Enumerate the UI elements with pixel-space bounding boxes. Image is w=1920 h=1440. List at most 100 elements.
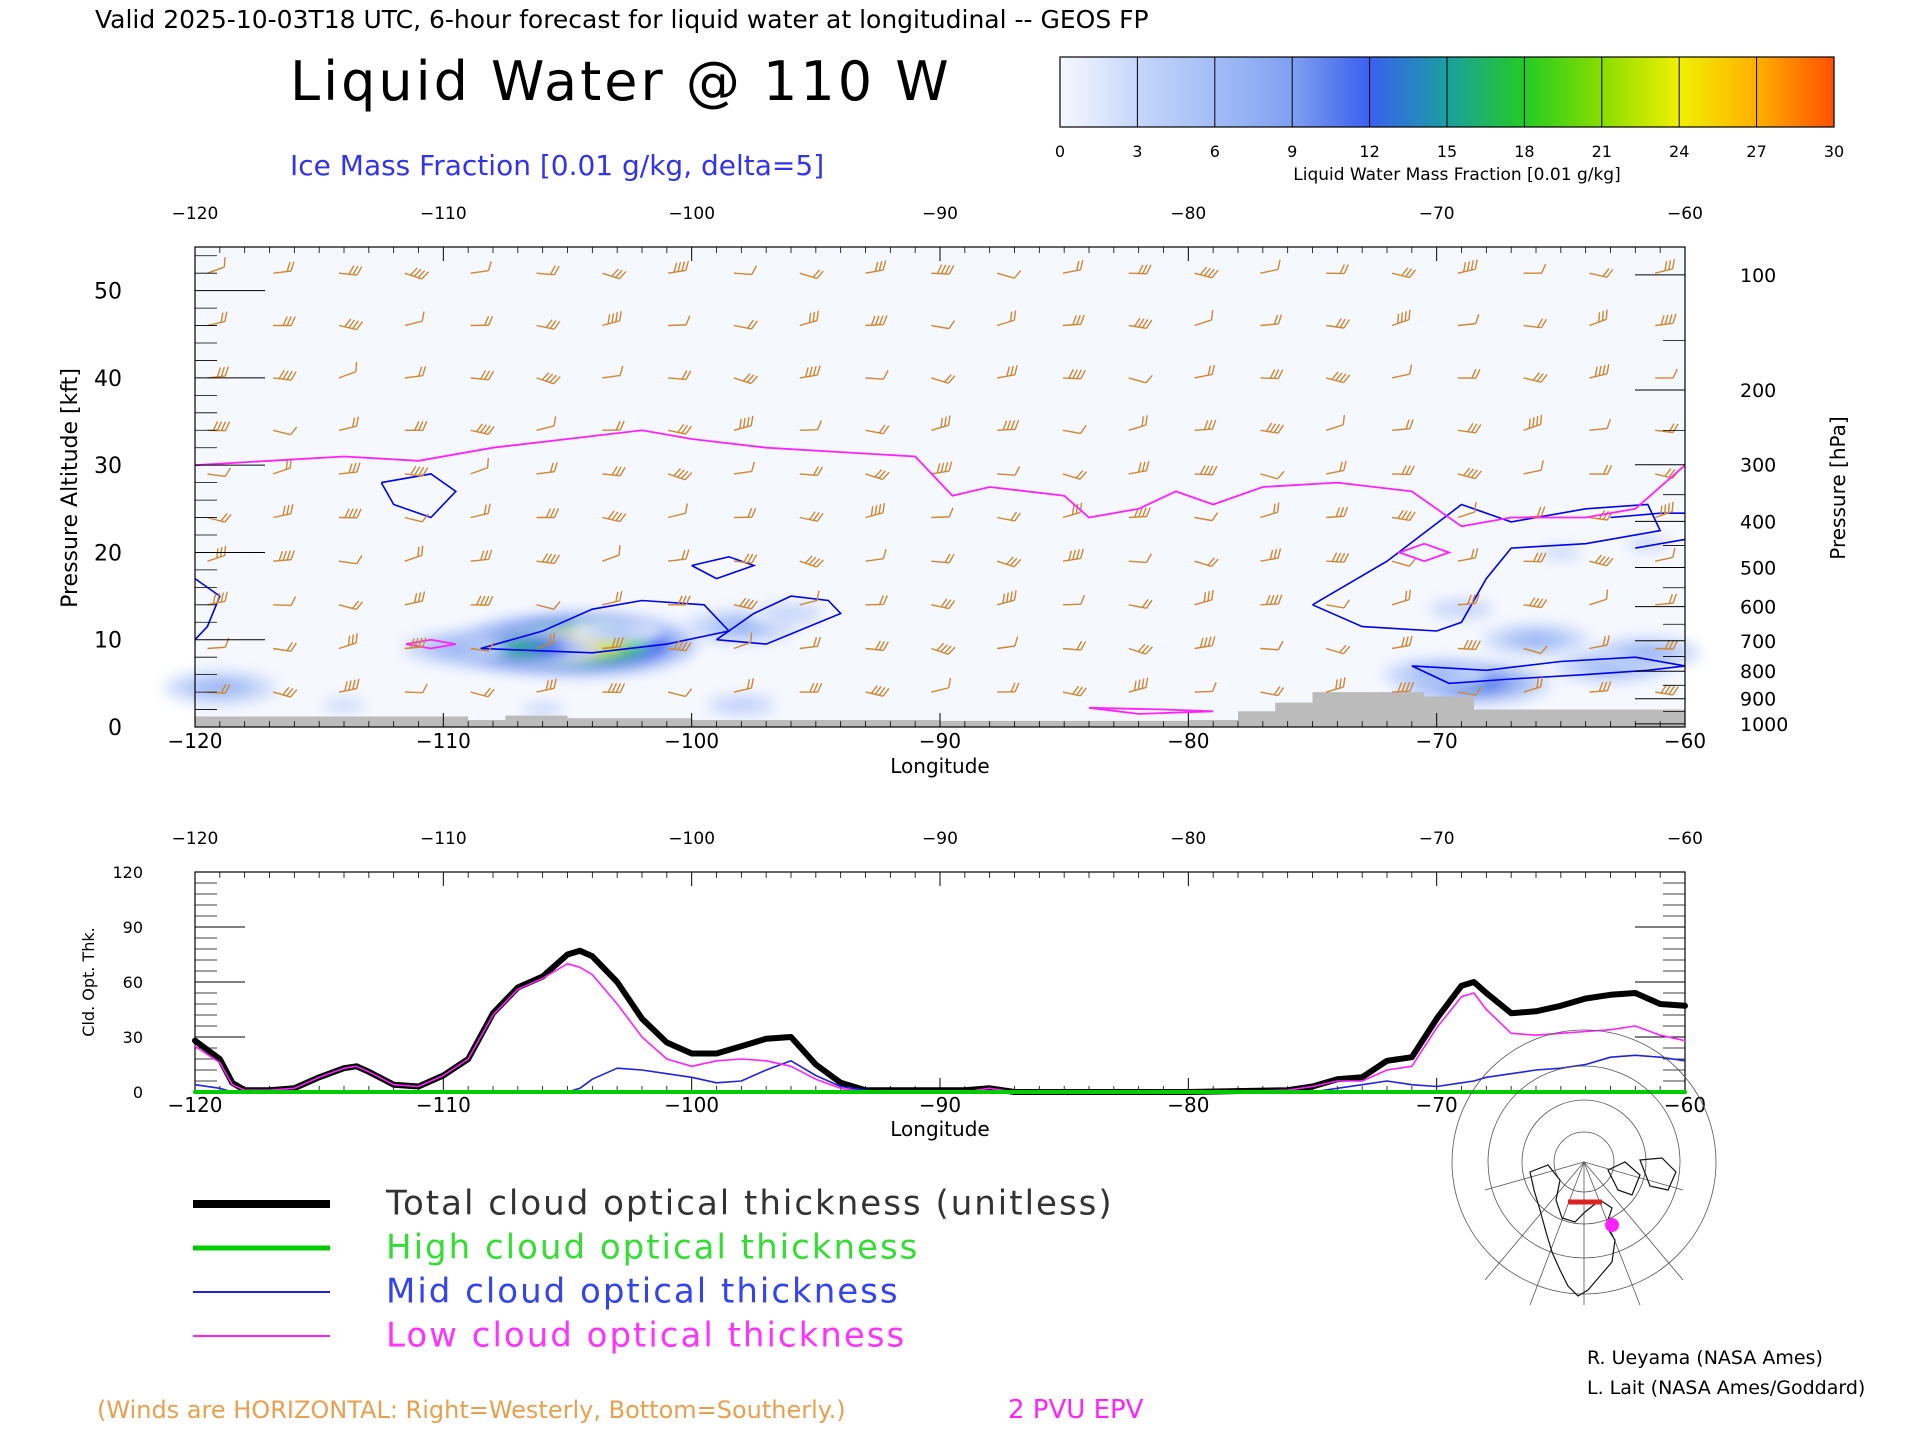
- barb-shaft: [1654, 510, 1673, 519]
- wind-barb: [667, 423, 693, 435]
- barb-flag: [549, 679, 553, 690]
- barb-shaft: [865, 323, 884, 327]
- barb-shaft: [1457, 268, 1476, 274]
- barb-flag: [1273, 549, 1278, 559]
- barb-shaft: [996, 272, 1015, 279]
- barb-flag: [1668, 639, 1675, 650]
- barb-shaft: [1391, 644, 1410, 650]
- barb-shaft: [668, 377, 687, 381]
- barb-shaft: [470, 429, 489, 436]
- barb-shaft: [1062, 557, 1081, 562]
- barb-shaft: [1062, 473, 1081, 480]
- barb-flag: [1134, 317, 1141, 327]
- barb-flag: [944, 599, 952, 609]
- barb-flag: [1277, 259, 1281, 270]
- colorbar-label: Liquid Water Mass Fraction [0.01 g/kg]: [1293, 165, 1620, 185]
- barb-flag: [1343, 319, 1350, 329]
- barb-flag: [1145, 599, 1153, 609]
- barb-flag: [1408, 269, 1417, 278]
- wind-barb: [1655, 368, 1678, 379]
- barb-flag: [545, 319, 553, 328]
- barb-shaft: [273, 647, 292, 653]
- colorbar-segment: [1756, 57, 1835, 127]
- colorbar-tick-label: 9: [1287, 142, 1297, 161]
- barb-shaft: [1062, 323, 1081, 327]
- barb-flag: [1338, 678, 1342, 689]
- barb-flag: [1475, 594, 1480, 604]
- map-graticule: [1451, 1029, 1717, 1306]
- wind-barb: [338, 361, 358, 379]
- barb-flag: [817, 682, 823, 693]
- barb-flag: [1466, 468, 1475, 477]
- barb-shaft: [338, 272, 357, 276]
- wind-barb: [404, 513, 429, 523]
- barb-flag: [487, 370, 495, 381]
- barb-shaft: [1655, 322, 1674, 327]
- barb-shaft: [1523, 560, 1542, 563]
- barb-flag: [1273, 423, 1281, 433]
- barb-flag: [1397, 509, 1404, 519]
- wind-barb: [470, 370, 495, 381]
- barb-flag: [355, 601, 364, 610]
- wind-barb: [1194, 364, 1216, 379]
- barb-shaft: [733, 560, 752, 564]
- barb-flag: [1207, 591, 1211, 602]
- barb-shaft: [1523, 377, 1542, 383]
- wind-barb: [799, 511, 824, 522]
- x-tick-label: −90: [919, 1093, 961, 1117]
- barb-shaft: [733, 324, 752, 330]
- barb-flag: [549, 265, 556, 275]
- liquid-band: [447, 645, 465, 651]
- barb-flag: [1146, 264, 1152, 275]
- wind-barb: [1260, 594, 1283, 606]
- liquid-band: [1455, 607, 1468, 612]
- barb-flag: [750, 415, 754, 426]
- wind-barbs: [207, 257, 1680, 698]
- barb-flag: [1079, 471, 1088, 480]
- barb-flag: [1145, 677, 1149, 688]
- barb-flag: [685, 425, 693, 435]
- wind-barb: [733, 265, 758, 276]
- wind-barb: [865, 595, 888, 606]
- wind-barb: [404, 366, 427, 379]
- barb-flag: [1342, 645, 1351, 655]
- barb-flag: [1672, 423, 1679, 433]
- barb-flag: [804, 555, 813, 564]
- barb-shaft: [602, 600, 620, 606]
- credit-line-2: L. Lait (NASA Ames/Goddard): [1587, 1377, 1865, 1399]
- wind-barb: [733, 678, 754, 693]
- barb-flag: [607, 510, 615, 520]
- barb-flag: [541, 372, 550, 381]
- barb-shaft: [273, 691, 291, 698]
- wind-barb: [668, 315, 691, 327]
- barb-flag: [1664, 639, 1671, 650]
- barb-flag: [742, 417, 746, 428]
- barb-flag: [940, 598, 948, 608]
- liquid-band: [338, 703, 350, 708]
- barb-shaft: [536, 641, 554, 650]
- wind-barb: [470, 549, 493, 562]
- barb-flag: [1667, 503, 1670, 514]
- barb-flag: [1207, 365, 1212, 376]
- barb-flag: [681, 370, 688, 380]
- barb-shaft: [470, 512, 489, 519]
- colorbar-tick-label: 18: [1514, 142, 1534, 161]
- barb-shaft: [602, 374, 621, 379]
- barb-flag: [351, 600, 360, 609]
- wind-barb: [1523, 414, 1543, 431]
- barb-flag: [816, 559, 824, 568]
- barb-flag: [940, 264, 947, 275]
- barb-flag: [1536, 373, 1544, 382]
- barb-shaft: [1128, 560, 1147, 564]
- barb-flag: [479, 550, 485, 561]
- barb-flag: [870, 685, 878, 694]
- barb-flag: [488, 595, 494, 606]
- barb-flag: [220, 683, 227, 694]
- barb-flag: [1199, 465, 1206, 475]
- wind-barb: [931, 415, 951, 431]
- barb-flag: [882, 315, 888, 325]
- barb-flag: [1014, 636, 1019, 647]
- wind-barb: [865, 315, 888, 327]
- wind-barb: [799, 682, 823, 693]
- barb-flag: [878, 315, 884, 326]
